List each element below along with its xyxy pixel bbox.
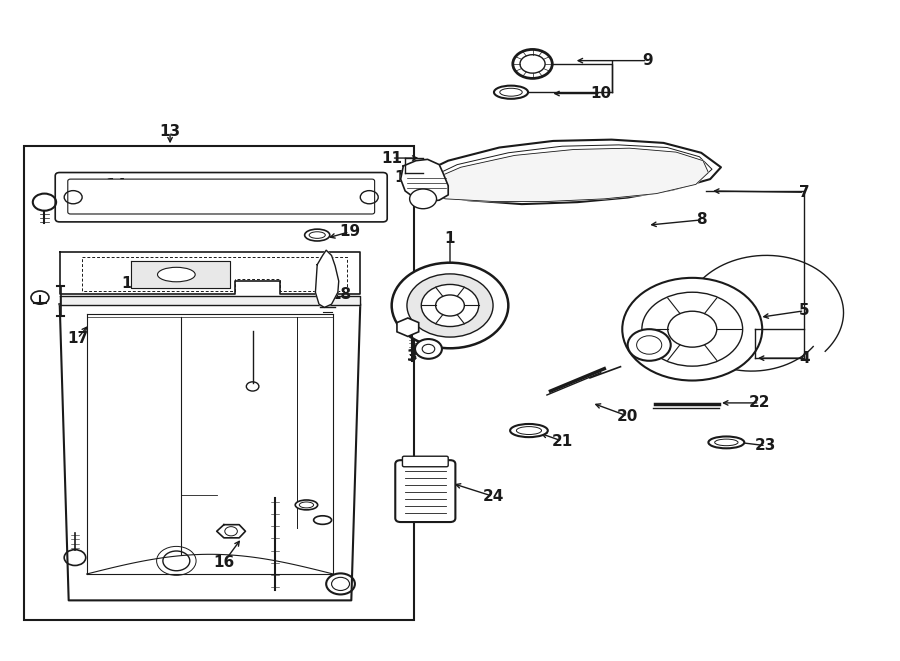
Ellipse shape	[158, 267, 195, 282]
Polygon shape	[403, 139, 721, 204]
Circle shape	[421, 284, 479, 327]
Text: 17: 17	[68, 331, 88, 346]
Text: 12: 12	[394, 171, 416, 185]
Text: 13: 13	[159, 124, 181, 139]
Polygon shape	[685, 255, 843, 371]
Text: 16: 16	[213, 555, 235, 570]
Polygon shape	[59, 252, 360, 294]
Circle shape	[422, 344, 435, 354]
Ellipse shape	[500, 89, 522, 96]
Bar	[23, 146, 414, 620]
Text: 2: 2	[395, 320, 406, 334]
FancyBboxPatch shape	[402, 456, 448, 467]
Polygon shape	[131, 261, 230, 288]
Polygon shape	[59, 296, 360, 305]
Text: 20: 20	[617, 408, 638, 424]
Ellipse shape	[517, 426, 542, 434]
Text: 18: 18	[330, 287, 351, 302]
Ellipse shape	[304, 229, 329, 241]
Text: 14: 14	[105, 178, 127, 193]
Ellipse shape	[300, 502, 313, 508]
Text: 19: 19	[339, 224, 360, 239]
Text: 11: 11	[382, 151, 402, 165]
Ellipse shape	[313, 516, 331, 524]
Text: 8: 8	[696, 212, 706, 227]
Text: 23: 23	[755, 438, 777, 453]
Text: 1: 1	[445, 231, 455, 246]
Polygon shape	[400, 159, 448, 202]
Text: 9: 9	[642, 53, 652, 68]
Circle shape	[436, 295, 464, 316]
Ellipse shape	[715, 439, 738, 446]
Text: 5: 5	[799, 303, 810, 318]
FancyBboxPatch shape	[68, 179, 374, 214]
Circle shape	[642, 292, 742, 366]
Polygon shape	[397, 318, 418, 336]
Text: 4: 4	[799, 350, 810, 366]
FancyBboxPatch shape	[55, 173, 387, 222]
Ellipse shape	[295, 500, 318, 510]
Text: 7: 7	[799, 185, 810, 200]
Circle shape	[636, 336, 662, 354]
Ellipse shape	[309, 232, 325, 239]
Circle shape	[627, 329, 670, 361]
Polygon shape	[315, 251, 338, 307]
Circle shape	[407, 274, 493, 337]
Ellipse shape	[708, 436, 744, 448]
Polygon shape	[410, 148, 708, 202]
Circle shape	[622, 278, 762, 381]
Circle shape	[668, 311, 716, 347]
Text: 15: 15	[121, 276, 142, 291]
Circle shape	[410, 189, 436, 209]
Text: 22: 22	[749, 395, 770, 410]
Text: 6: 6	[634, 344, 645, 359]
Text: 21: 21	[552, 434, 572, 449]
Circle shape	[415, 339, 442, 359]
Text: 3: 3	[407, 349, 418, 364]
FancyBboxPatch shape	[395, 460, 455, 522]
Circle shape	[520, 55, 545, 73]
Ellipse shape	[494, 86, 528, 98]
Text: 24: 24	[482, 489, 504, 504]
Text: 10: 10	[590, 86, 611, 101]
Polygon shape	[59, 304, 360, 600]
Circle shape	[513, 50, 553, 79]
Polygon shape	[217, 525, 246, 538]
Circle shape	[392, 262, 508, 348]
Ellipse shape	[510, 424, 548, 437]
